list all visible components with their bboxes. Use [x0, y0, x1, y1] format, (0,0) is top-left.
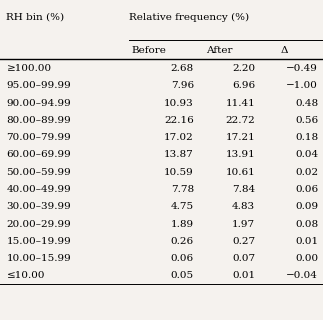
Text: ≤10.00: ≤10.00	[6, 271, 45, 280]
Text: 90.00–94.99: 90.00–94.99	[6, 99, 71, 108]
Text: 4.75: 4.75	[171, 202, 194, 211]
Text: 80.00–89.99: 80.00–89.99	[6, 116, 71, 125]
Text: 7.96: 7.96	[171, 81, 194, 90]
Text: 4.83: 4.83	[232, 202, 255, 211]
Text: Before: Before	[131, 46, 166, 55]
Text: 40.00–49.99: 40.00–49.99	[6, 185, 71, 194]
Text: 10.59: 10.59	[164, 168, 194, 177]
Text: 0.08: 0.08	[295, 220, 318, 228]
Text: Relative frequency (%): Relative frequency (%)	[129, 13, 249, 22]
Text: ≥100.00: ≥100.00	[6, 64, 52, 73]
Text: 0.00: 0.00	[295, 254, 318, 263]
Text: 13.87: 13.87	[164, 150, 194, 159]
Text: 0.05: 0.05	[171, 271, 194, 280]
Text: 1.89: 1.89	[171, 220, 194, 228]
Text: 17.21: 17.21	[225, 133, 255, 142]
Text: Δ: Δ	[280, 46, 288, 55]
Text: RH bin (%): RH bin (%)	[6, 13, 65, 22]
Text: 0.09: 0.09	[295, 202, 318, 211]
Text: 17.02: 17.02	[164, 133, 194, 142]
Text: 0.56: 0.56	[295, 116, 318, 125]
Text: 15.00–19.99: 15.00–19.99	[6, 237, 71, 246]
Text: −1.00: −1.00	[286, 81, 318, 90]
Text: 0.06: 0.06	[171, 254, 194, 263]
Text: 2.68: 2.68	[171, 64, 194, 73]
Text: 6.96: 6.96	[232, 81, 255, 90]
Text: 95.00–99.99: 95.00–99.99	[6, 81, 71, 90]
Text: 1.97: 1.97	[232, 220, 255, 228]
Text: 0.48: 0.48	[295, 99, 318, 108]
Text: 0.27: 0.27	[232, 237, 255, 246]
Text: 7.78: 7.78	[171, 185, 194, 194]
Text: 20.00–29.99: 20.00–29.99	[6, 220, 71, 228]
Text: 50.00–59.99: 50.00–59.99	[6, 168, 71, 177]
Text: 60.00–69.99: 60.00–69.99	[6, 150, 71, 159]
Text: 2.20: 2.20	[232, 64, 255, 73]
Text: −0.49: −0.49	[286, 64, 318, 73]
Text: 22.16: 22.16	[164, 116, 194, 125]
Text: 0.04: 0.04	[295, 150, 318, 159]
Text: 0.18: 0.18	[295, 133, 318, 142]
Text: 0.01: 0.01	[232, 271, 255, 280]
Text: 10.00–15.99: 10.00–15.99	[6, 254, 71, 263]
Text: 22.72: 22.72	[225, 116, 255, 125]
Text: 10.93: 10.93	[164, 99, 194, 108]
Text: 0.26: 0.26	[171, 237, 194, 246]
Text: 0.01: 0.01	[295, 237, 318, 246]
Text: 0.06: 0.06	[295, 185, 318, 194]
Text: After: After	[206, 46, 233, 55]
Text: −0.04: −0.04	[286, 271, 318, 280]
Text: 0.02: 0.02	[295, 168, 318, 177]
Text: 11.41: 11.41	[225, 99, 255, 108]
Text: 70.00–79.99: 70.00–79.99	[6, 133, 71, 142]
Text: 0.07: 0.07	[232, 254, 255, 263]
Text: 30.00–39.99: 30.00–39.99	[6, 202, 71, 211]
Text: 7.84: 7.84	[232, 185, 255, 194]
Text: 10.61: 10.61	[225, 168, 255, 177]
Text: 13.91: 13.91	[225, 150, 255, 159]
